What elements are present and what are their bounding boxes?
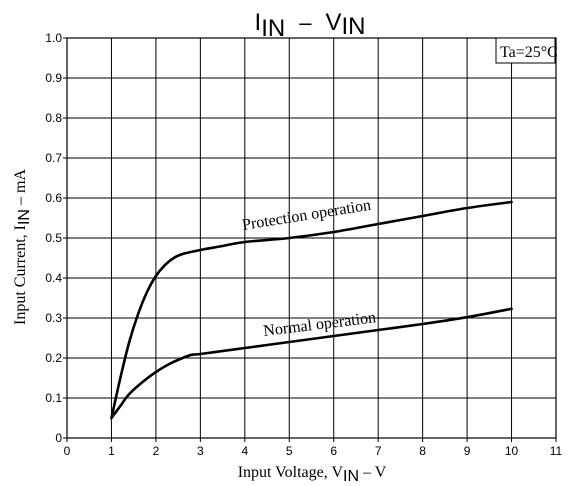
x-axis-label-post: – V: [359, 464, 387, 481]
x-tick-label: 11: [550, 444, 563, 458]
title-i: I: [255, 9, 262, 36]
chart-title: IIN – VIN: [255, 9, 366, 42]
title-separator: –: [299, 10, 312, 35]
y-tick-label: 0.5: [45, 231, 62, 245]
annotation-box: [495, 37, 556, 64]
y-tick-label: 0.4: [45, 271, 62, 285]
y-axis-label-sub: IN: [16, 209, 33, 225]
x-tick-label: 9: [464, 444, 471, 458]
x-tick-label: 10: [505, 444, 519, 458]
y-tick-label: 0.9: [45, 71, 62, 85]
x-tick-label: 1: [108, 444, 115, 458]
y-axis-label-post: – mA: [12, 169, 29, 209]
protection-operation-curve: [110, 200, 513, 420]
normal-operation-curve: [110, 307, 513, 420]
y-tick-label: 0.8: [45, 111, 62, 125]
x-tick-labels: 0 1 2 3 4 5 6 7 8 9 10 11: [64, 444, 563, 458]
y-tick-label: 0.1: [45, 391, 62, 405]
y-tick-label: 0.6: [45, 191, 62, 205]
x-tick-label: 6: [330, 444, 337, 458]
y-axis-label-pre: Input Current, I: [12, 225, 29, 325]
x-tick-label: 4: [241, 444, 248, 458]
title-v-sub: IN: [341, 13, 365, 40]
x-axis-label: Input Voltage, VIN – V: [238, 464, 387, 485]
x-axis-label-sub: IN: [343, 468, 359, 485]
y-tick-label: 0.3: [45, 311, 62, 325]
x-tick-label: 0: [64, 444, 71, 458]
ambient-temperature-annotation: Ta=25°C: [500, 44, 558, 61]
plot-border: [66, 37, 557, 439]
y-tick-label: 0.2: [45, 351, 62, 365]
y-tick-label: 1.0: [45, 31, 62, 45]
data-curves: [110, 200, 513, 420]
x-axis-label-pre: Input Voltage, V: [238, 464, 344, 481]
title-v: V: [325, 9, 341, 36]
grid: [63, 37, 557, 442]
y-tick-label: 0: [55, 431, 62, 445]
y-axis-label: Input Current, IIN – mA: [12, 169, 33, 325]
x-tick-label: 5: [286, 444, 293, 458]
y-tick-labels: 0 0.1 0.2 0.3 0.4 0.5 0.6 0.7 0.8 0.9 1.0: [45, 31, 62, 445]
x-tick-label: 8: [419, 444, 426, 458]
y-tick-label: 0.7: [45, 151, 62, 165]
normal-operation-label: Normal operation: [262, 309, 377, 340]
x-tick-label: 3: [197, 444, 204, 458]
x-tick-label: 2: [153, 444, 160, 458]
x-tick-label: 7: [375, 444, 382, 458]
